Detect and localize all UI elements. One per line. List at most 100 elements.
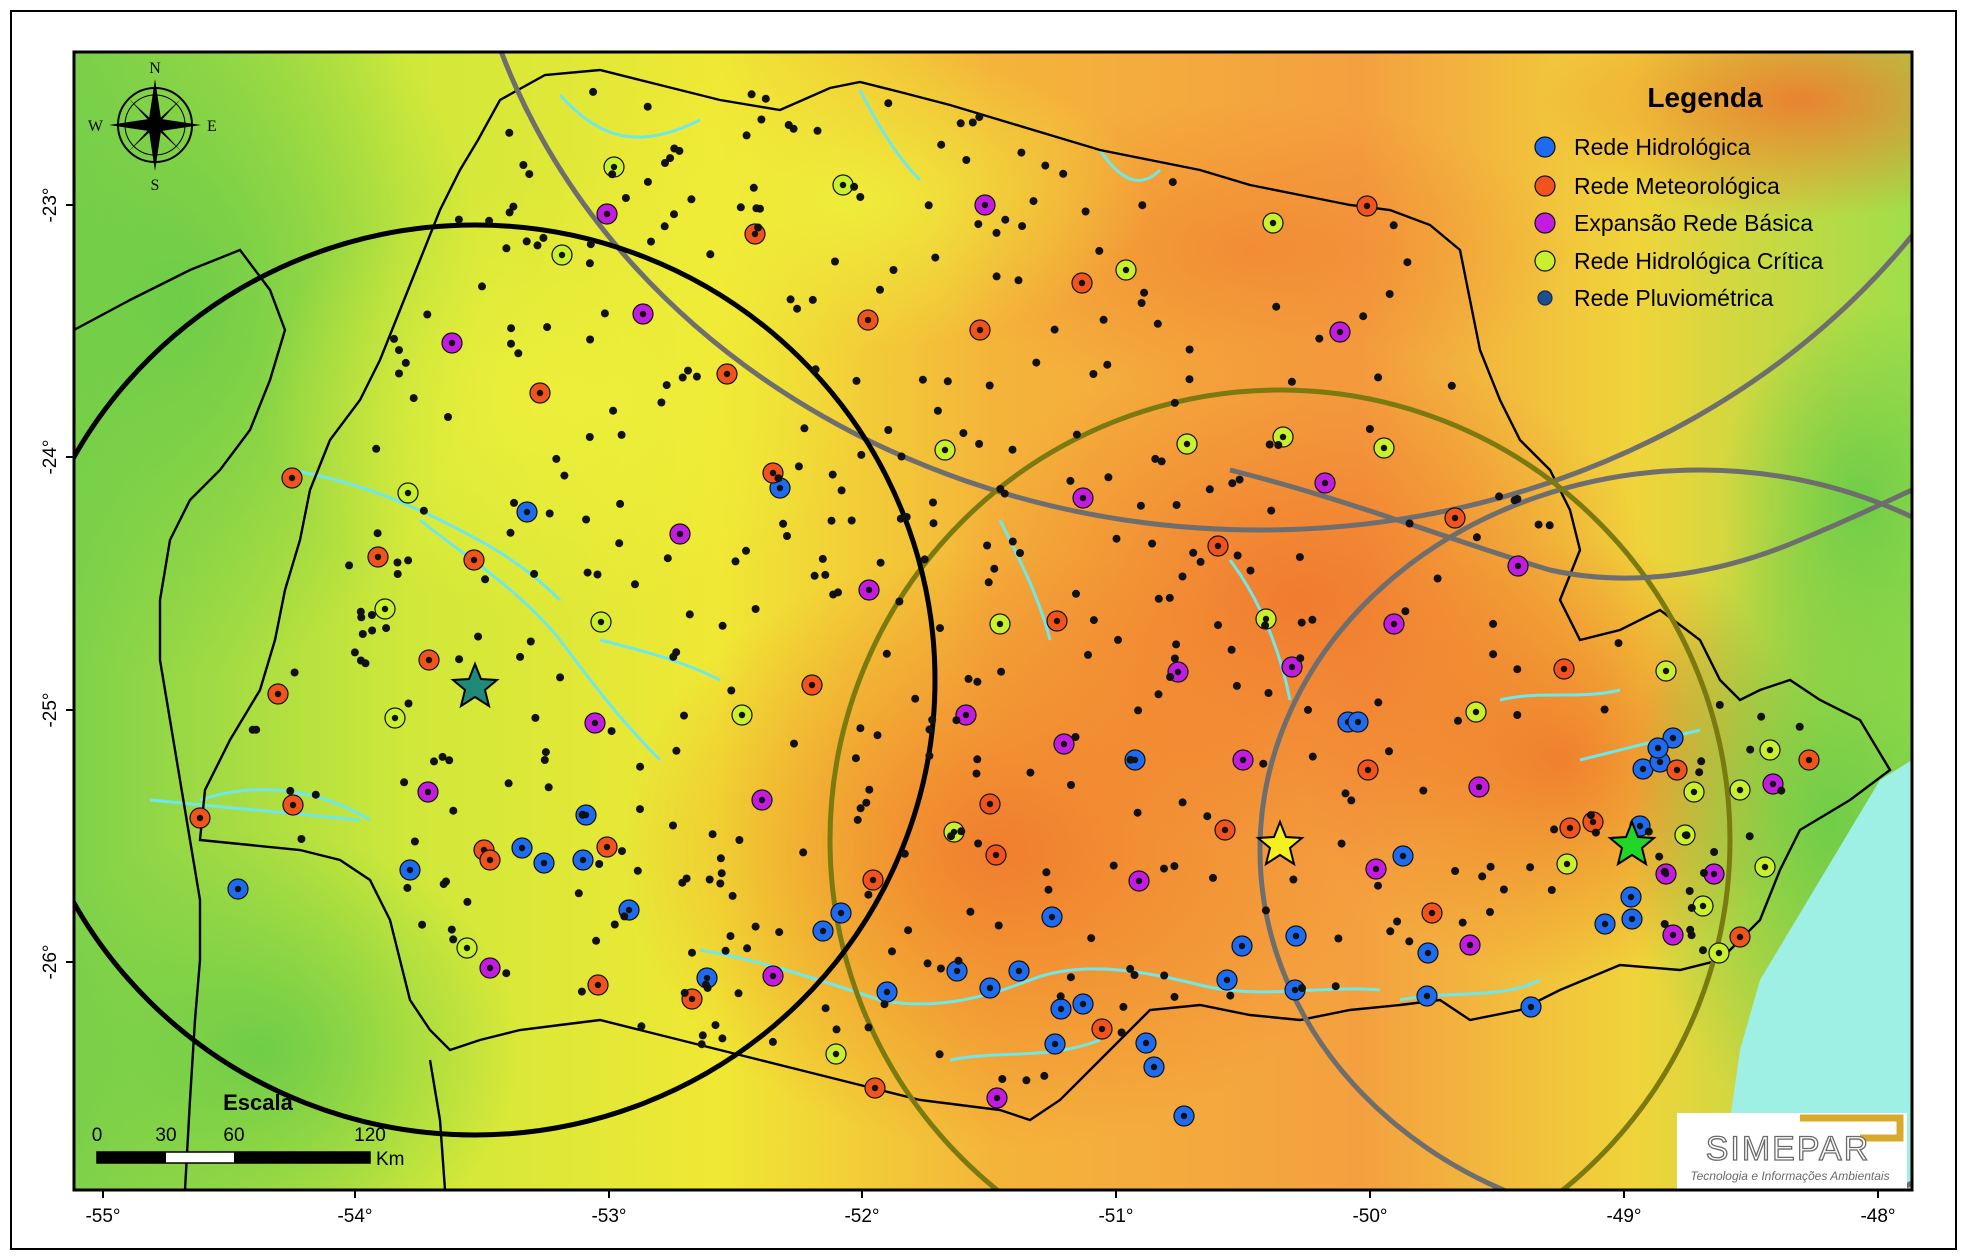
rain-gauge-dot xyxy=(837,486,846,495)
station-center xyxy=(579,856,587,864)
station-center xyxy=(625,906,633,914)
rain-gauge-dot xyxy=(783,532,791,540)
station-center xyxy=(1690,788,1698,796)
rain-gauge-dot xyxy=(577,987,586,996)
rain-gauge-dot xyxy=(367,611,376,619)
rain-gauge-dot xyxy=(800,424,809,433)
rain-gauge-dot xyxy=(1700,869,1708,877)
rain-gauge-dot xyxy=(1056,992,1065,1001)
rain-gauge-dot xyxy=(1298,984,1306,993)
station-center xyxy=(603,843,611,851)
rain-gauge-dot xyxy=(1160,971,1169,980)
rain-gauge-dot xyxy=(1265,440,1274,449)
station-center xyxy=(776,484,784,492)
station-center xyxy=(196,814,204,822)
rain-gauge-dot xyxy=(680,988,689,997)
station-center xyxy=(1656,758,1664,766)
rain-gauge-dot xyxy=(1359,312,1368,321)
rain-gauge-dot xyxy=(682,874,691,883)
rain-gauge-dot xyxy=(393,558,402,567)
rain-gauge-dot xyxy=(1114,635,1122,644)
rain-gauge-dot xyxy=(1526,863,1535,872)
rain-gauge-dot xyxy=(876,285,884,294)
rain-gauge-dot xyxy=(935,1050,944,1059)
rain-gauge-dot xyxy=(998,1075,1007,1083)
rain-gauge-dot xyxy=(1029,197,1038,206)
station-center xyxy=(1060,740,1068,748)
rain-gauge-dot xyxy=(1472,533,1481,542)
station-center xyxy=(1563,860,1571,868)
rain-gauge-dot xyxy=(1267,506,1276,515)
station-center xyxy=(1475,783,1483,791)
rain-gauge-dot xyxy=(1103,360,1112,369)
rain-gauge-dot xyxy=(478,282,486,291)
rain-gauge-dot xyxy=(1148,539,1157,548)
station-center xyxy=(470,556,478,564)
rain-gauge-dot xyxy=(716,854,725,863)
station-center xyxy=(1639,765,1647,773)
rain-gauge-dot xyxy=(1347,796,1356,805)
scale-bar: Escala 0 30 60 120 Km xyxy=(92,1090,405,1170)
rain-gauge-dot xyxy=(1337,839,1346,848)
rain-gauge-dot xyxy=(1385,290,1394,298)
rain-gauge-dot xyxy=(931,253,940,262)
rain-gauge-dot xyxy=(1227,645,1236,654)
station-center xyxy=(391,714,399,722)
rain-gauge-dot xyxy=(743,944,752,953)
station-center xyxy=(1560,665,1568,673)
rain-gauge-dot xyxy=(857,450,866,459)
rain-gauge-dot xyxy=(708,830,717,839)
rain-gauge-dot xyxy=(1119,1002,1128,1011)
station-center xyxy=(594,981,602,989)
station-center xyxy=(769,972,777,980)
rain-gauge-dot xyxy=(1272,302,1281,311)
rain-gauge-dot xyxy=(774,474,783,483)
rain-gauge-dot xyxy=(751,605,760,613)
rain-gauge-dot xyxy=(1478,872,1487,881)
station-center xyxy=(1769,780,1777,788)
rain-gauge-dot xyxy=(356,656,365,665)
rain-gauge-dot xyxy=(519,161,528,169)
rain-gauge-dot xyxy=(1499,885,1508,894)
rain-gauge-dot xyxy=(1389,221,1398,230)
scale-tick-0: 0 xyxy=(92,1125,103,1146)
rain-gauge-dot xyxy=(718,621,727,630)
rain-gauge-dot xyxy=(928,715,937,724)
station-center xyxy=(1527,1003,1535,1011)
station-center xyxy=(1262,615,1270,623)
rain-gauge-dot xyxy=(808,295,817,304)
rain-gauge-dot xyxy=(852,376,861,385)
rain-gauge-dot xyxy=(419,506,428,515)
rain-gauge-dot xyxy=(1008,445,1017,454)
rain-gauge-dot xyxy=(937,140,946,149)
rain-gauge-dot xyxy=(1067,781,1075,789)
rain-gauge-dot xyxy=(828,470,837,479)
rain-gauge-dot xyxy=(1112,534,1121,543)
rain-gauge-dot xyxy=(1022,1076,1031,1085)
map-inner-border xyxy=(72,50,1914,1192)
rain-gauge-dot xyxy=(657,398,666,407)
station-center xyxy=(1078,279,1086,287)
rain-gauge-dot xyxy=(952,716,961,725)
station-center xyxy=(1669,734,1677,742)
rain-gauge-dot xyxy=(786,295,795,304)
rain-gauge-dot xyxy=(897,452,906,461)
station-center xyxy=(1589,818,1597,826)
rain-gauge-dot xyxy=(585,259,594,268)
rain-gauge-dot xyxy=(1644,827,1653,836)
station-center xyxy=(274,690,282,698)
rain-gauge-dot xyxy=(442,877,450,886)
station-center xyxy=(1221,826,1229,834)
station-center xyxy=(1699,902,1707,910)
rain-gauge-dot xyxy=(1365,425,1374,433)
argentina-border xyxy=(183,839,202,1190)
rain-gauge-dot xyxy=(474,632,483,641)
rain-gauge-dot xyxy=(1154,594,1163,603)
rain-gauge-dot xyxy=(1454,716,1462,725)
rain-gauge-dot xyxy=(1072,589,1080,598)
rain-gauge-dot xyxy=(717,869,726,878)
rain-gauge-dot xyxy=(972,769,981,778)
rain-gauge-dot xyxy=(698,1031,707,1040)
rain-gauge-dot xyxy=(1697,757,1706,766)
